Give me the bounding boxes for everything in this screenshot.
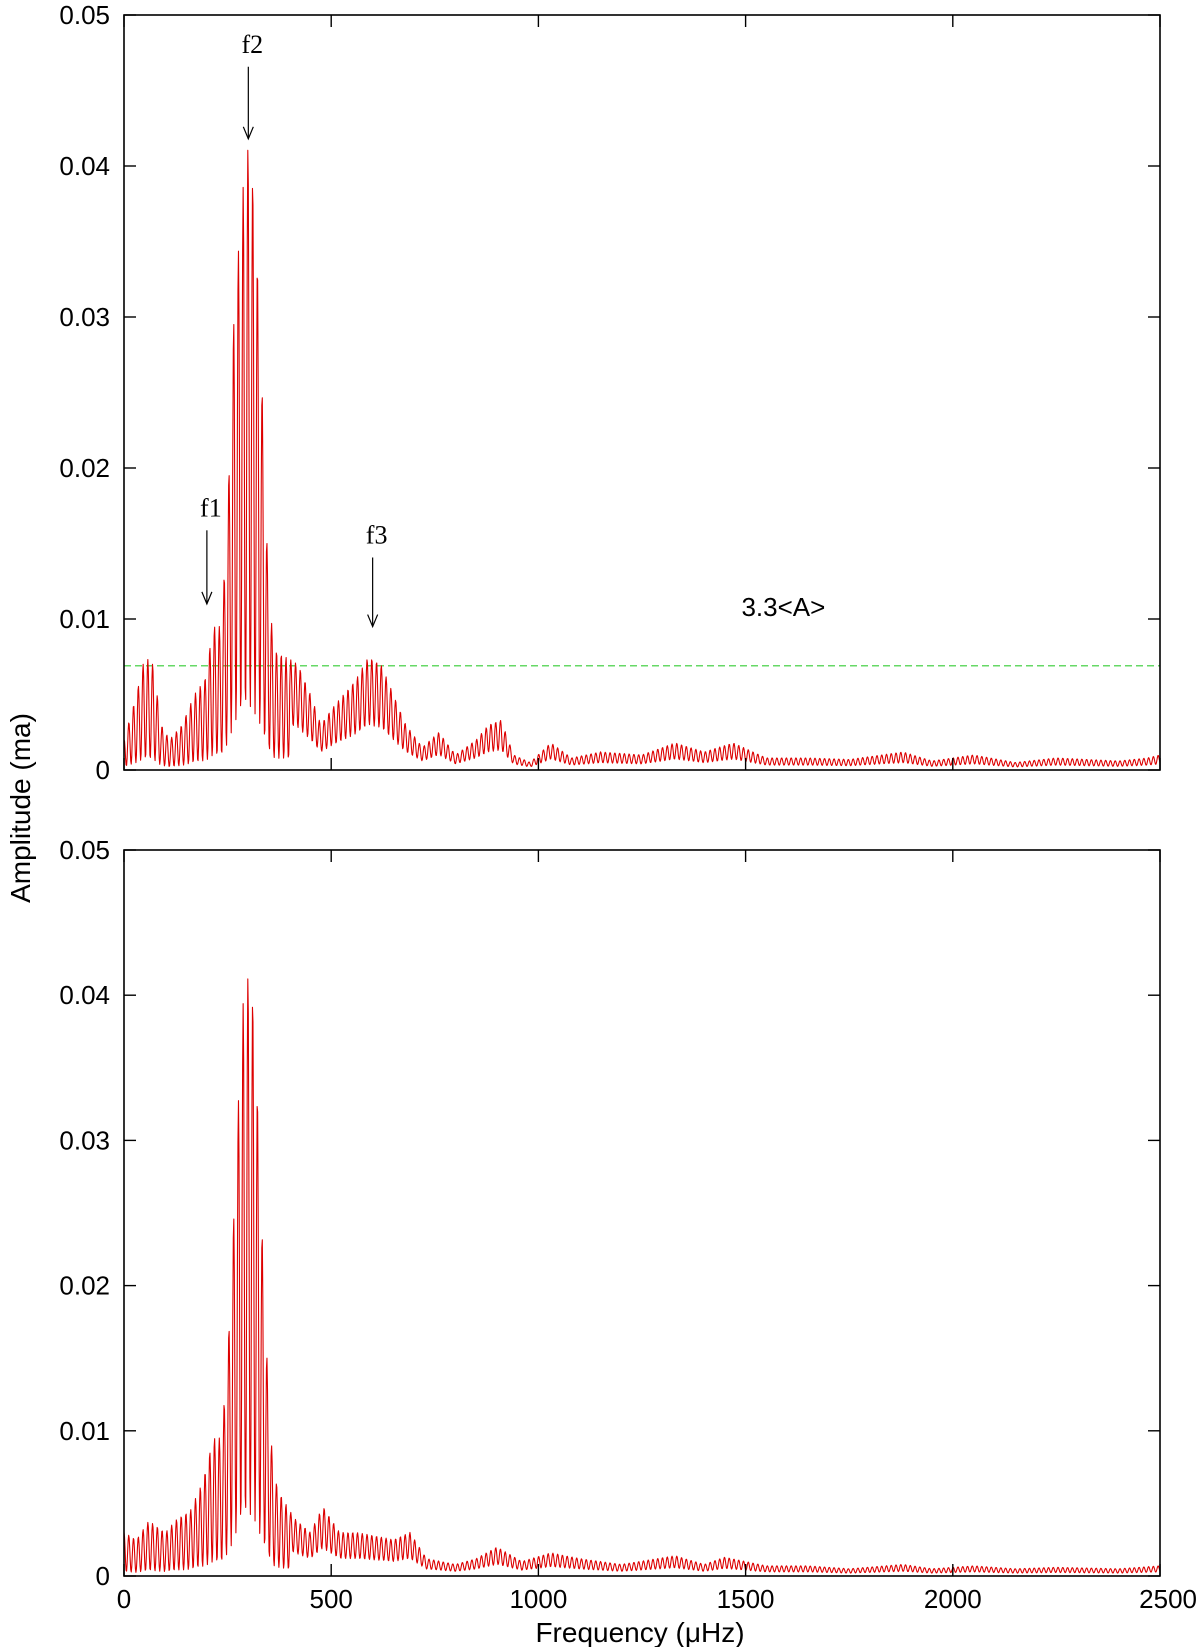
x-tick-label: 0 [117,1584,131,1614]
spectrum-series-line [123,978,1161,1574]
y-tick-label: 0 [96,755,110,785]
arrow-head-icon [367,614,379,629]
y-tick-label: 0.01 [59,1416,110,1446]
y-tick-label: 0.01 [59,604,110,634]
y-tick-label: 0.02 [59,453,110,483]
panel-bottom: 0 0.01 0.02 0.03 0.04 0.05 0 500 1000 1500 2000 250… [59,835,1197,1614]
y-tick-label: 0.04 [59,980,110,1010]
y-tick-label: 0.05 [59,0,110,30]
plot-frame [123,849,1161,1577]
x-tick-label: 500 [310,1584,353,1614]
x-tick-label: 2500 [1139,1584,1197,1614]
arrow-head-icon [242,126,254,141]
x-tick-label: 2000 [924,1584,982,1614]
x-axis-title: Frequency (μHz) [535,1617,744,1647]
y-tick-label: 0.05 [59,835,110,865]
y-tick-label: 0 [96,1561,110,1591]
y-tick-label: 0.03 [59,302,110,332]
plot-frame [123,14,1161,771]
peak-label-f2: f2 [241,30,263,59]
y-tick-label: 0.04 [59,151,110,181]
threshold-label: 3.3<A> [741,592,825,622]
panel-top: 3.3<A> 0 0.01 0.02 0.03 0.04 0.05 f1 f2 f3 [59,0,1161,785]
peak-label-f1: f1 [200,493,222,522]
y-tick-label: 0.02 [59,1271,110,1301]
x-tick-label: 1000 [509,1584,567,1614]
peak-label-f3: f3 [366,521,388,550]
y-tick-label: 0.03 [59,1125,110,1155]
y-axis-title: Amplitude (ma) [5,713,36,903]
arrow-head-icon [201,591,213,606]
x-tick-label: 1500 [717,1584,775,1614]
spectrum-series-line [123,149,1161,768]
